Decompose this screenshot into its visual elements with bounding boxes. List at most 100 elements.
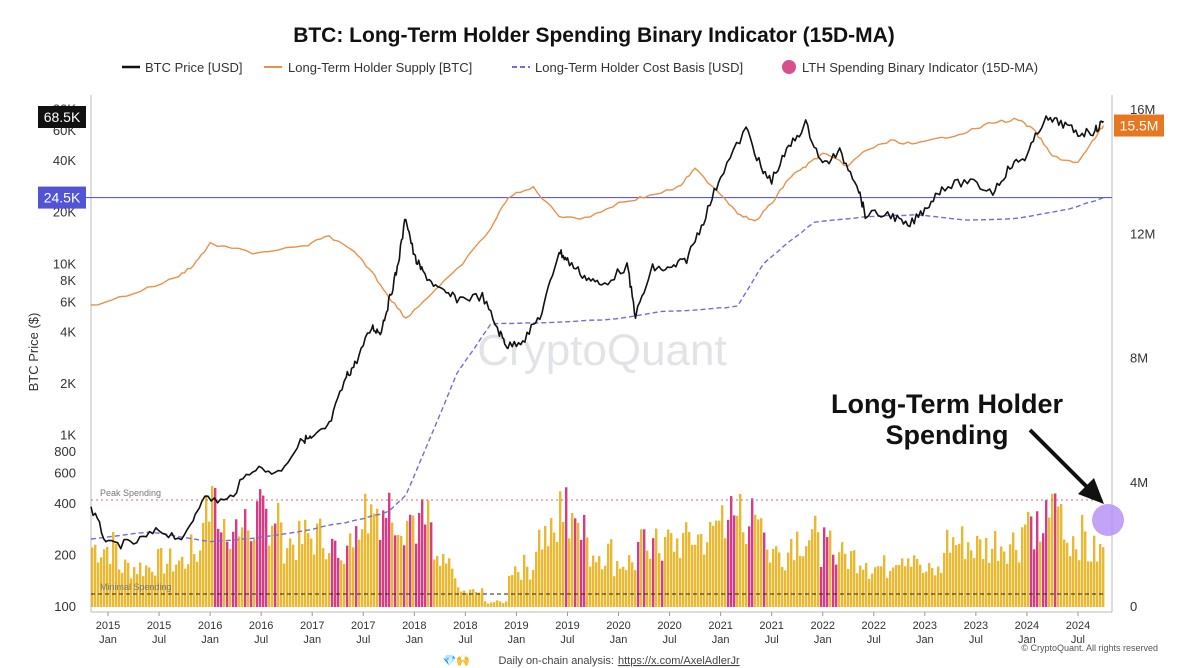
spending-bar — [925, 571, 928, 607]
spending-bar — [247, 530, 250, 607]
spending-bar — [94, 544, 97, 607]
spending-bar — [601, 569, 604, 607]
spending-bar — [886, 578, 889, 607]
spending-bar — [1033, 549, 1036, 607]
spending-bar — [334, 540, 337, 607]
spending-bar — [304, 519, 307, 607]
minimal-spending-label: Minimal Spending — [100, 582, 172, 592]
spending-bar — [1048, 517, 1051, 607]
spending-bar — [1012, 532, 1015, 607]
spending-bar — [187, 564, 190, 607]
legend-item-lth-supply[interactable]: Long-Term Holder Supply [BTC] — [264, 60, 472, 75]
spending-bar — [103, 549, 106, 607]
btc-price-line — [90, 115, 1105, 550]
spending-bar — [892, 567, 895, 607]
spending-bar — [445, 563, 448, 607]
spending-bar — [1096, 561, 1099, 607]
spending-bar — [196, 561, 199, 607]
spending-bar — [883, 555, 886, 607]
x-tick-month: Jul — [969, 634, 983, 646]
spending-bar — [277, 502, 280, 607]
spending-bar — [532, 570, 535, 607]
spending-bar — [868, 578, 871, 607]
spending-bar — [562, 522, 565, 607]
spending-bar — [889, 570, 892, 607]
spending-bar — [229, 548, 232, 607]
spending-bar — [1075, 549, 1078, 607]
spending-bar — [910, 566, 913, 607]
spending-bar — [169, 548, 172, 607]
spending-bar — [553, 532, 556, 607]
spending-bar — [328, 553, 331, 607]
spending-bar — [577, 522, 580, 607]
spending-bar — [538, 529, 541, 607]
spending-bar — [370, 504, 373, 607]
spending-bar — [682, 533, 685, 607]
spending-bar — [1003, 551, 1006, 607]
x-tick-month: Jan — [1018, 634, 1036, 646]
spending-bar — [685, 522, 688, 607]
spending-bar — [637, 541, 640, 607]
legend-item-price[interactable]: BTC Price [USD] — [122, 60, 243, 75]
spending-bar — [448, 558, 451, 607]
spending-bar — [424, 524, 427, 607]
spending-bars — [91, 486, 1105, 607]
spending-bar — [181, 556, 184, 607]
spending-bar — [505, 601, 508, 607]
spending-bar — [985, 537, 988, 607]
spending-bar — [1027, 511, 1030, 607]
spending-bar — [397, 534, 400, 607]
spending-bar — [511, 575, 514, 607]
spending-bar — [415, 543, 418, 607]
spending-bar — [961, 526, 964, 607]
spending-bar — [1009, 544, 1012, 607]
spending-bar — [412, 515, 415, 607]
spending-bar — [514, 566, 517, 607]
x-tick-year: 2020 — [657, 620, 681, 632]
spending-bar — [271, 525, 274, 607]
spending-bar — [754, 514, 757, 607]
spending-bar — [481, 588, 484, 607]
y-tick-label: 600 — [54, 466, 76, 481]
spending-bar — [919, 564, 922, 607]
spending-bar — [808, 540, 811, 607]
spending-bar — [460, 591, 463, 607]
spending-bar — [766, 549, 769, 607]
legend-label-cost-basis: Long-Term Holder Cost Basis [USD] — [535, 60, 743, 75]
legend-item-cost-basis[interactable]: Long-Term Holder Cost Basis [USD] — [512, 60, 743, 75]
spending-bar — [208, 521, 211, 607]
spending-bar — [355, 526, 358, 607]
spending-bar — [679, 558, 682, 607]
x-tick-year: 2017 — [351, 620, 375, 632]
spending-bar — [310, 538, 313, 607]
spending-bar — [214, 487, 217, 607]
legend-item-spending[interactable]: LTH Spending Binary Indicator (15D-MA) — [782, 60, 1038, 75]
spending-bar — [409, 514, 412, 607]
spending-bar — [742, 532, 745, 607]
spending-bar — [856, 573, 859, 607]
spending-bar — [151, 571, 154, 607]
spending-bar — [1099, 543, 1102, 607]
spending-bar — [865, 562, 868, 607]
spending-bar — [1084, 531, 1087, 607]
spending-highlight-marker — [1092, 504, 1124, 536]
spending-bar — [613, 576, 616, 607]
spending-bar — [595, 562, 598, 607]
spending-bar — [859, 565, 862, 607]
spending-bar — [1066, 542, 1069, 607]
spending-bar — [112, 531, 115, 607]
spending-bar — [403, 545, 406, 607]
spending-bar — [805, 546, 808, 607]
spending-bar — [667, 529, 670, 607]
spending-bar — [850, 551, 853, 607]
spending-bar — [769, 562, 772, 607]
y-axis-title: BTC Price ($) — [26, 313, 41, 392]
y-tick-label: 2K — [60, 376, 76, 391]
footer-link[interactable]: https://x.com/AxelAdlerJr — [618, 655, 740, 667]
x-tick-month: Jul — [1071, 634, 1085, 646]
spending-bar — [1063, 539, 1066, 607]
x-tick-month: Jan — [712, 634, 730, 646]
x-tick-month: Jan — [303, 634, 321, 646]
spending-bar — [979, 539, 982, 607]
